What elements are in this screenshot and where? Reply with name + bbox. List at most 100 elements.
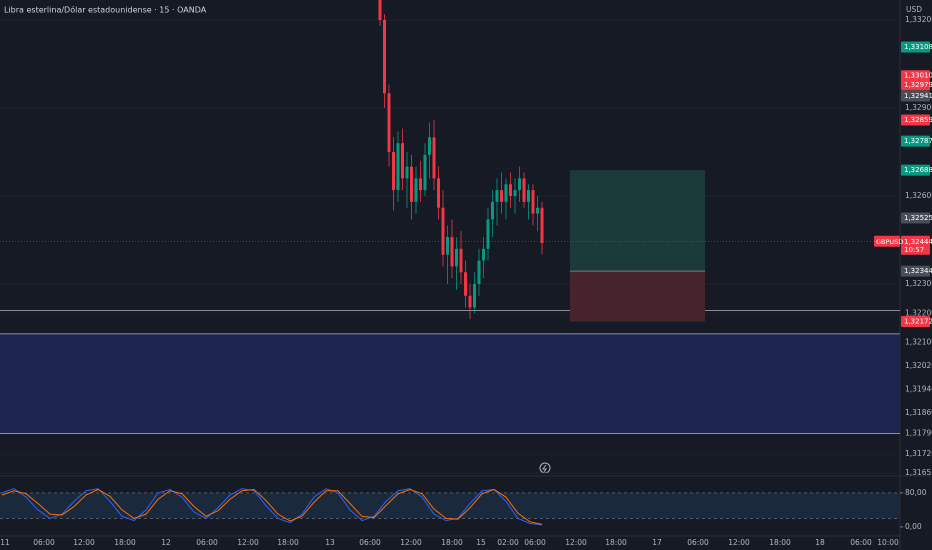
x-tick-label: 06:00 bbox=[196, 538, 218, 547]
candle-body bbox=[504, 184, 508, 202]
x-tick-label: 06:00 bbox=[687, 538, 709, 547]
price-tag bbox=[901, 164, 930, 176]
osc-line bbox=[1, 488, 543, 526]
y-tick-label: 1,33200 bbox=[905, 15, 932, 24]
symbol-label: GBPUSD bbox=[876, 238, 903, 246]
loss-zone bbox=[570, 271, 705, 322]
price-tag-label: 1,32859 bbox=[904, 116, 932, 124]
x-tick-label: 12:00 bbox=[400, 538, 422, 547]
candle-body bbox=[419, 178, 422, 191]
x-tick-label: 06:00 bbox=[359, 538, 381, 547]
price-tag bbox=[901, 79, 930, 91]
x-tick-label: 06:00 bbox=[524, 538, 546, 547]
price-tag-label: 1,32941 bbox=[904, 92, 932, 100]
osc-tick-label: 80,00 bbox=[905, 488, 927, 497]
y-tick-label: 1,32600 bbox=[905, 191, 932, 200]
price-tag-label: 1,32525 bbox=[904, 214, 932, 222]
candle-body bbox=[464, 272, 467, 296]
candle-body bbox=[437, 178, 440, 208]
candle-body bbox=[405, 166, 409, 179]
candle-body bbox=[450, 237, 454, 267]
x-tick-label: 18:00 bbox=[769, 538, 791, 547]
price-pane bbox=[0, 0, 900, 474]
candle-body bbox=[518, 178, 521, 191]
osc-tick-label: 0,00 bbox=[905, 522, 922, 531]
x-tick-label: 11 bbox=[0, 538, 10, 547]
y-tick-label: 1,32900 bbox=[905, 103, 932, 112]
x-tick-label: 17 bbox=[652, 538, 662, 547]
y-tick-label: 1,31860 bbox=[905, 408, 932, 417]
candle-body bbox=[477, 260, 481, 285]
y-tick-label: 1,32100 bbox=[905, 338, 932, 347]
candle-body bbox=[527, 190, 530, 202]
price-tag bbox=[901, 114, 930, 126]
candle-body bbox=[455, 248, 458, 267]
y-tick-label: 1,31790 bbox=[905, 429, 932, 438]
candle-body bbox=[401, 143, 404, 179]
price-tag bbox=[901, 90, 930, 102]
price-tag bbox=[901, 135, 930, 147]
candle-body bbox=[392, 151, 395, 191]
price-tag-label: 1,32787 bbox=[904, 137, 932, 145]
zone bbox=[0, 333, 900, 434]
x-tick-label: 06:00 bbox=[850, 538, 872, 547]
candle-body bbox=[486, 219, 490, 249]
x-tick-label: 18 bbox=[815, 538, 825, 547]
band-fill bbox=[0, 492, 900, 519]
y-tick-label: 1,32020 bbox=[905, 361, 932, 370]
price-tag bbox=[901, 212, 930, 224]
osc-line bbox=[1, 488, 543, 525]
candle-body bbox=[500, 190, 503, 202]
candle-body bbox=[531, 190, 535, 214]
price-tag bbox=[901, 265, 930, 277]
y-tick-label: 1,31720 bbox=[905, 449, 932, 458]
candle-body bbox=[432, 137, 436, 179]
candle-body bbox=[446, 237, 449, 255]
countdown: 10:57 bbox=[904, 246, 924, 254]
candle-body bbox=[468, 295, 472, 308]
candle-body bbox=[495, 190, 499, 202]
profit-zone bbox=[570, 170, 705, 272]
candle-body bbox=[473, 284, 476, 308]
price-tag bbox=[901, 41, 930, 53]
candle-body bbox=[482, 248, 485, 261]
y-tick-label: 1,31940 bbox=[905, 385, 932, 394]
x-tick-label: 12:00 bbox=[73, 538, 95, 547]
last-price-tag bbox=[901, 235, 930, 255]
price-tag-label: 1,32688 bbox=[904, 166, 932, 174]
y-tick-label: 1,32200 bbox=[905, 308, 932, 317]
candle-body bbox=[491, 201, 494, 220]
symbol-tag bbox=[874, 235, 900, 247]
candle-body bbox=[428, 137, 431, 155]
x-tick-label: 02:00 bbox=[497, 538, 519, 547]
candle-body bbox=[540, 207, 544, 243]
candle-body bbox=[414, 178, 418, 202]
price-tag-label: 1,33108 bbox=[904, 43, 932, 51]
x-tick-label: 18:00 bbox=[277, 538, 299, 547]
x-tick-label: 18:00 bbox=[114, 538, 136, 547]
candle-body bbox=[536, 207, 539, 214]
x-tick-label: 10:00 bbox=[877, 538, 899, 547]
y-tick-label: 1,31655 bbox=[905, 468, 932, 477]
candle-body bbox=[441, 207, 445, 255]
candle-body bbox=[396, 143, 400, 191]
price-tag bbox=[901, 316, 930, 328]
chart-title: Libra esterlina/Dólar estadounidense · 1… bbox=[4, 5, 207, 15]
candle-body bbox=[423, 154, 427, 191]
price-tag-label: 1,32979 bbox=[904, 81, 932, 89]
candle-body bbox=[410, 166, 413, 202]
candle-body bbox=[509, 184, 512, 196]
x-tick-label: 13 bbox=[325, 538, 335, 547]
oscillator-pane bbox=[0, 488, 900, 526]
candle-body bbox=[522, 178, 526, 202]
candle-body bbox=[387, 93, 391, 152]
candle-body bbox=[383, 19, 386, 94]
price-tag-label: 1,33010 bbox=[904, 72, 932, 80]
y-tick-label: 1,32300 bbox=[905, 279, 932, 288]
currency: USD bbox=[906, 5, 922, 14]
price-tag-label: 1,32172 bbox=[904, 318, 932, 326]
x-tick-label: 12:00 bbox=[237, 538, 259, 547]
last-price-label: 1,32444 bbox=[904, 238, 932, 246]
